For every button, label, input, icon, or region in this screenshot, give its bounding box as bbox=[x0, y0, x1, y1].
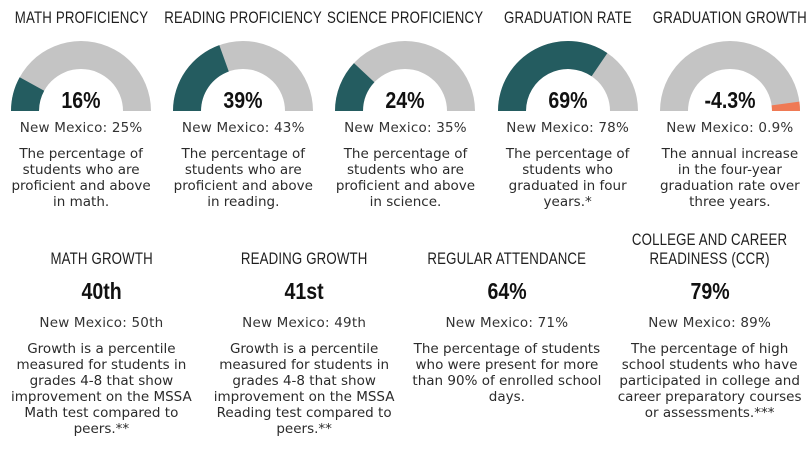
gauge-card-graduation-rate: GRADUATION RATE 69% New Mexico: 78% The … bbox=[487, 0, 649, 220]
gauge-svg bbox=[497, 41, 638, 111]
state-comparison: New Mexico: 43% bbox=[181, 120, 305, 136]
metric-description: The annual increase in the four-year gra… bbox=[659, 146, 800, 210]
state-comparison: New Mexico: 78% bbox=[506, 120, 630, 136]
state-comparison: New Mexico: 35% bbox=[344, 120, 467, 136]
state-comparison: New Mexico: 49th bbox=[242, 315, 367, 331]
metric-description: The percentage of students who graduated… bbox=[505, 146, 630, 210]
gauge-math-proficiency: 16% bbox=[6, 36, 156, 113]
gauge-title: GRADUATION GROWTH bbox=[652, 8, 807, 27]
metric-description: The percentage of students who are profi… bbox=[173, 146, 313, 210]
stat-title-line: COLLEGE AND CAREER bbox=[631, 230, 788, 249]
gauge-reading-proficiency: 39% bbox=[168, 36, 318, 113]
gauge-svg bbox=[659, 41, 800, 111]
metric-description: Growth is a percentile measured for stud… bbox=[11, 341, 192, 437]
metric-description: The percentage of students who were pres… bbox=[412, 341, 602, 405]
metric-description: Growth is a percentile measured for stud… bbox=[213, 341, 395, 437]
state-comparison: New Mexico: 89% bbox=[648, 315, 771, 331]
stat-title-line: READINESS (CCR) bbox=[649, 249, 770, 268]
gauge-card-science-proficiency: SCIENCE PROFICIENCY 24% New Mexico: 35% … bbox=[324, 0, 486, 220]
gauge-svg bbox=[335, 41, 476, 111]
gauge-card-graduation-growth: GRADUATION GROWTH -4.3% New Mexico: 0.9%… bbox=[649, 0, 811, 220]
gauge-card-math-proficiency: MATH PROFICIENCY 16% New Mexico: 25% The… bbox=[0, 0, 162, 220]
stat-title: REGULAR ATTENDANCE bbox=[427, 230, 586, 268]
stat-card-regular-attendance: REGULAR ATTENDANCE 64% New Mexico: 71% T… bbox=[406, 230, 609, 452]
gauge-value: 39% bbox=[223, 87, 263, 113]
stat-title-text: READING GROWTH bbox=[240, 249, 368, 268]
gauge-fill bbox=[497, 41, 608, 111]
gauge-value: 16% bbox=[61, 87, 101, 113]
stat-value: 41st bbox=[284, 278, 324, 304]
gauge-card-reading-proficiency: READING PROFICIENCY 39% New Mexico: 43% … bbox=[162, 0, 324, 220]
state-comparison: New Mexico: 25% bbox=[19, 120, 143, 136]
metric-description: The percentage of students who are profi… bbox=[11, 146, 151, 210]
gauge-track bbox=[11, 41, 152, 111]
gauge-track bbox=[335, 41, 476, 111]
metric-description: The percentage of high school students w… bbox=[617, 341, 802, 421]
gauge-graduation-growth: -4.3% bbox=[655, 36, 805, 113]
gauge-title: MATH PROFICIENCY bbox=[14, 8, 148, 27]
stat-title: COLLEGE AND CAREER READINESS (CCR) bbox=[632, 230, 787, 268]
stat-card-reading-growth: READING GROWTH 41st New Mexico: 49th Gro… bbox=[203, 230, 406, 452]
stat-title-text: MATH GROWTH bbox=[50, 249, 153, 268]
stat-value: 40th bbox=[81, 278, 122, 304]
metric-description: The percentage of students who are profi… bbox=[335, 146, 476, 210]
gauge-svg bbox=[173, 41, 314, 111]
gauge-value: 24% bbox=[385, 87, 426, 113]
gauge-value: -4.3% bbox=[704, 87, 756, 113]
stat-title: READING GROWTH bbox=[241, 230, 368, 268]
gauge-value: 69% bbox=[548, 87, 588, 113]
stat-title: MATH GROWTH bbox=[50, 230, 152, 268]
state-comparison: New Mexico: 71% bbox=[445, 315, 569, 331]
gauge-track bbox=[659, 41, 800, 111]
state-comparison: New Mexico: 50th bbox=[39, 315, 164, 331]
stat-card-ccr: COLLEGE AND CAREER READINESS (CCR) 79% N… bbox=[608, 230, 811, 452]
gauge-fill bbox=[771, 101, 800, 111]
stat-value: 64% bbox=[487, 278, 527, 304]
gauge-graduation-rate: 69% bbox=[493, 36, 643, 113]
gauge-science-proficiency: 24% bbox=[330, 36, 480, 113]
gauge-svg bbox=[11, 41, 152, 111]
stat-card-math-growth: MATH GROWTH 40th New Mexico: 50th Growth… bbox=[0, 230, 203, 452]
gauge-title: SCIENCE PROFICIENCY bbox=[327, 8, 484, 27]
proficiency-gauges-row: MATH PROFICIENCY 16% New Mexico: 25% The… bbox=[0, 0, 811, 220]
gauge-title: GRADUATION RATE bbox=[503, 8, 632, 27]
stat-title-text: REGULAR ATTENDANCE bbox=[427, 249, 587, 268]
gauge-fill bbox=[173, 45, 230, 111]
state-comparison: New Mexico: 0.9% bbox=[666, 120, 794, 136]
stat-value: 79% bbox=[690, 278, 730, 304]
gauge-fill bbox=[335, 63, 375, 111]
gauge-fill bbox=[11, 77, 45, 111]
growth-stats-row: MATH GROWTH 40th New Mexico: 50th Growth… bbox=[0, 230, 811, 452]
gauge-title: READING PROFICIENCY bbox=[164, 8, 323, 27]
